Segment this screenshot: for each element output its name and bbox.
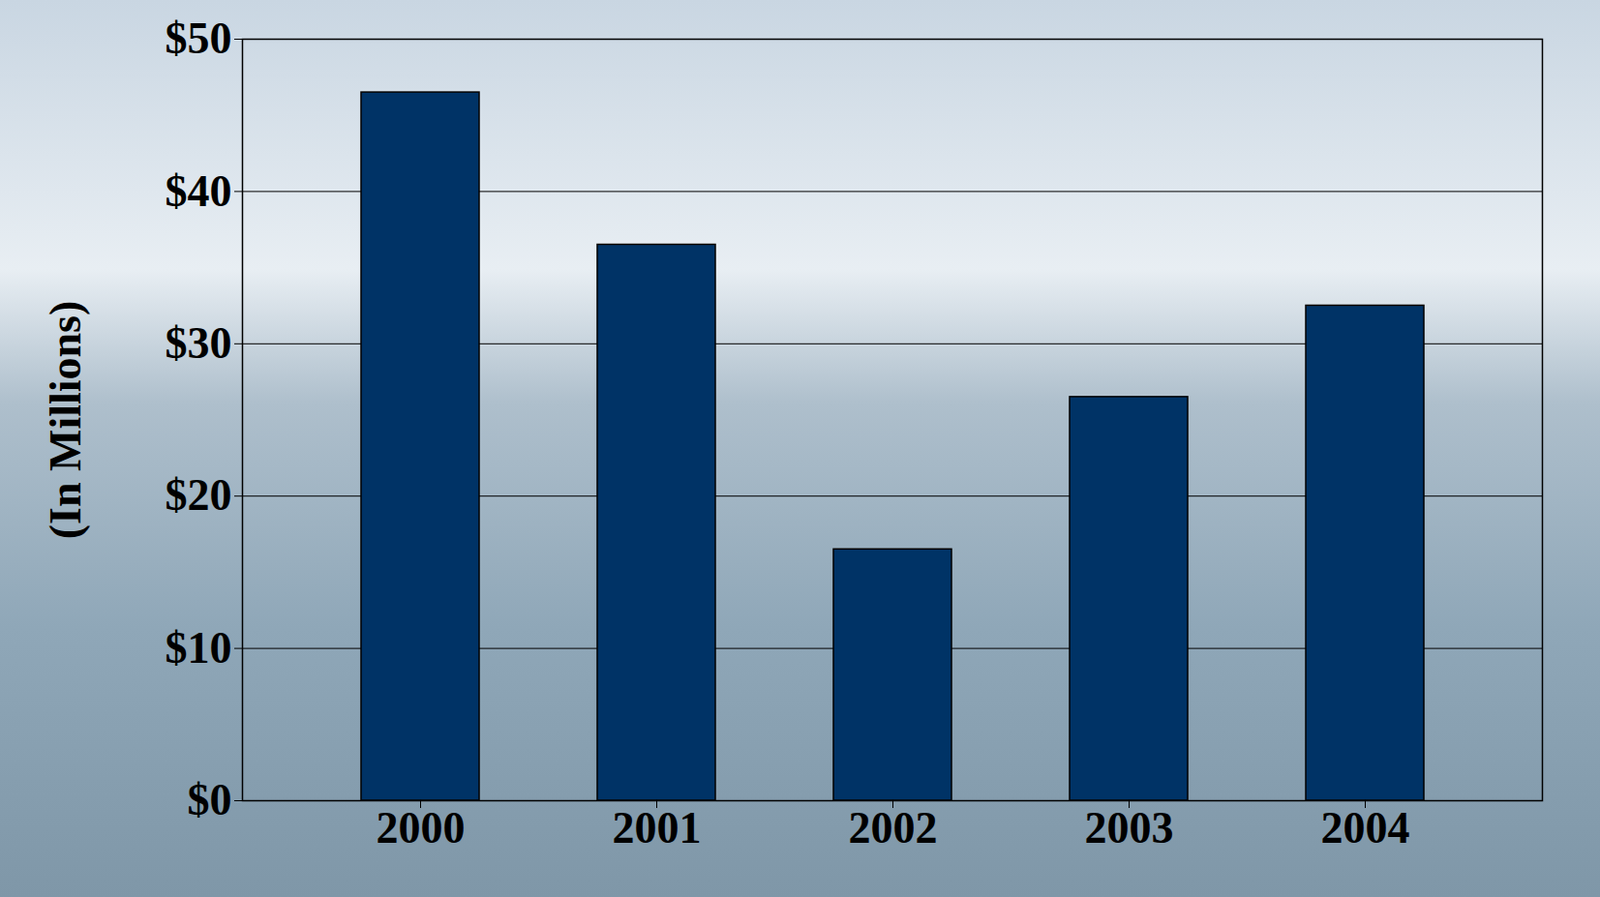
svg-text:2003: 2003: [1085, 803, 1175, 853]
svg-text:$10: $10: [165, 623, 233, 673]
svg-text:$0: $0: [187, 775, 233, 825]
svg-text:$50: $50: [165, 13, 233, 63]
svg-text:$40: $40: [165, 166, 233, 216]
svg-text:(In Millions): (In Millions): [40, 301, 91, 541]
svg-text:$20: $20: [165, 470, 233, 520]
svg-text:2000: 2000: [376, 803, 466, 853]
svg-text:2004: 2004: [1321, 803, 1411, 853]
svg-text:2001: 2001: [612, 803, 702, 853]
svg-text:$30: $30: [165, 318, 233, 368]
svg-text:2002: 2002: [848, 803, 938, 853]
